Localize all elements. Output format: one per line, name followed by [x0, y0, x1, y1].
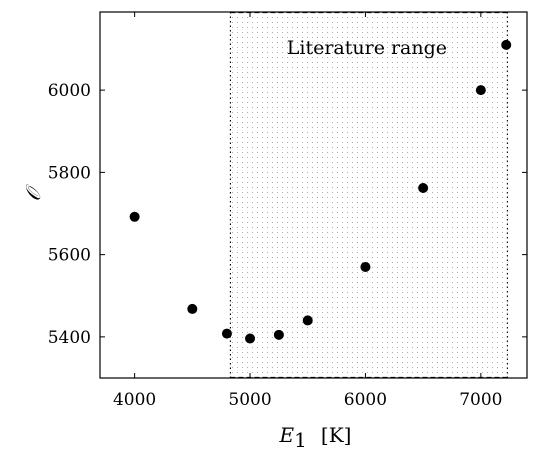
data-point — [221, 328, 232, 339]
data-point — [245, 333, 256, 344]
x-axis-symbol: E — [279, 423, 295, 447]
plot-border — [99, 11, 528, 379]
literature-range-fill — [230, 12, 508, 378]
y-tick-label: 5600 — [48, 246, 91, 266]
data-point — [302, 315, 313, 326]
x-axis-subscript: 1 — [294, 428, 307, 452]
literature-range-region — [229, 12, 508, 378]
y-tick-label: 5800 — [48, 163, 91, 183]
y-tick-label: 5400 — [48, 328, 91, 348]
x-axis-title: E1 [K] — [279, 423, 352, 452]
x-axis-unit: [K] — [321, 423, 352, 447]
plot-frame — [99, 11, 528, 379]
literature-range-label: Literature range — [287, 37, 447, 59]
data-points — [129, 39, 512, 344]
y-tick-label: 6000 — [48, 81, 91, 101]
y-axis-title: 𝒪 — [21, 183, 45, 201]
data-point — [475, 85, 486, 96]
data-point — [187, 303, 198, 314]
data-point — [501, 39, 512, 50]
data-point — [418, 183, 429, 194]
data-point — [273, 329, 284, 340]
data-point — [129, 211, 140, 222]
x-tick-label: 4000 — [113, 390, 156, 410]
x-tick-label: 6000 — [344, 390, 387, 410]
axis-ticks: 4000 5000 6000 7000 5400 5600 5800 6000 — [48, 12, 527, 410]
x-tick-label: 5000 — [228, 390, 271, 410]
x-tick-label: 7000 — [459, 390, 502, 410]
data-point — [360, 261, 371, 272]
